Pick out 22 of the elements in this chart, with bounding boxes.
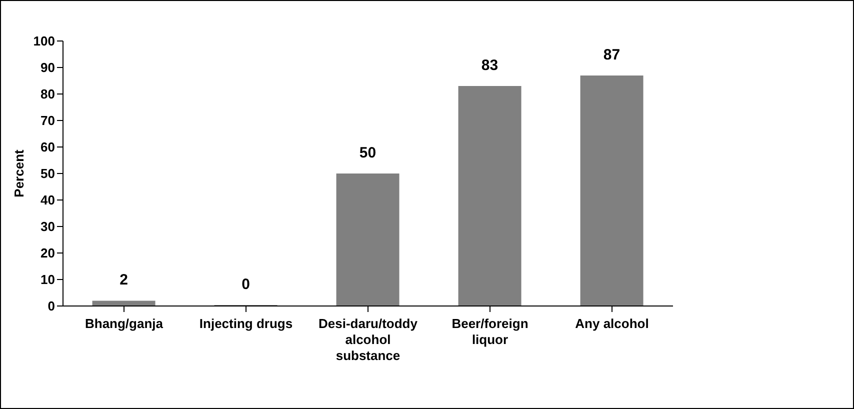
- y-tick-label: 90: [40, 60, 55, 76]
- data-label: 2: [120, 272, 128, 289]
- data-label: 50: [359, 144, 376, 162]
- data-label: 87: [603, 46, 620, 64]
- y-tick-label: 30: [40, 219, 55, 234]
- y-tick-label: 100: [33, 34, 55, 49]
- y-axis-title: Percent: [12, 148, 27, 198]
- y-tick-label: 20: [40, 246, 55, 261]
- data-label: 83: [481, 57, 498, 74]
- x-tick-label: Injecting drugs: [199, 316, 293, 331]
- y-tick-label: 50: [40, 166, 55, 182]
- x-tick-label: Beer/foreign liquor: [452, 316, 528, 347]
- x-tick-label: Bhang/ganja: [84, 316, 164, 331]
- y-tick-label: 40: [40, 192, 55, 208]
- y-tick-label: 10: [40, 272, 55, 288]
- y-tick-label: 80: [40, 86, 55, 102]
- data-label: 0: [242, 276, 250, 293]
- x-tick-label: Desi-daru/toddy alcohol substance: [318, 316, 418, 363]
- y-tick-label: 0: [48, 298, 55, 314]
- x-tick-label: Any alcohol: [575, 316, 649, 331]
- y-tick-label: 60: [40, 140, 55, 155]
- y-tick-label: 70: [40, 113, 55, 128]
